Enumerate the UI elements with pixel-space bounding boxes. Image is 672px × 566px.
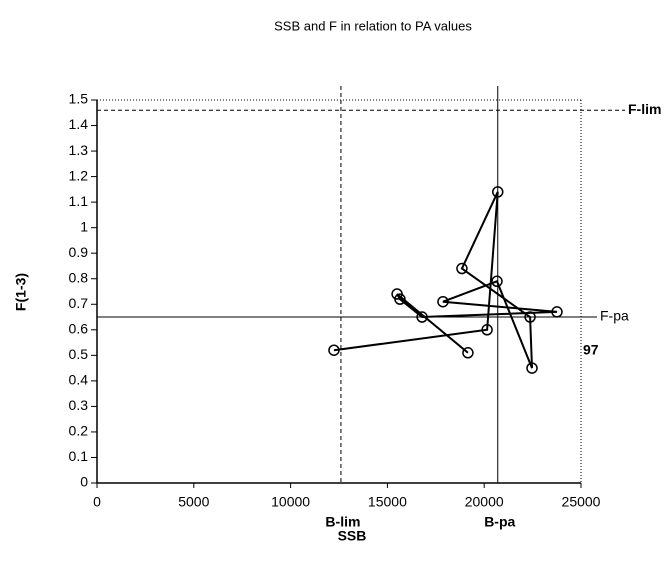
y-tick-label: 1.2 [69,167,89,183]
reference-label: B-pa [484,514,515,530]
data-point [416,311,428,323]
y-tick-label: 0.2 [69,423,89,439]
y-tick-label: 0.6 [69,321,89,337]
y-tick-label: 1 [80,218,88,234]
data-point [551,306,563,318]
data-point [491,275,503,288]
y-tick-label: 1.4 [69,116,89,132]
y-tick-label: 0.7 [69,295,89,311]
data-point [524,311,536,323]
x-tick-label: 0 [93,494,101,510]
y-tick-label: 1.1 [69,193,89,209]
reference-label: F-lim [628,101,661,117]
data-point [394,293,406,305]
y-tick-label: 0.4 [69,372,89,388]
data-point [462,347,474,359]
x-tick-label: 5000 [178,494,209,510]
y-tick-label: 0.3 [69,397,89,413]
x-tick-label: 25000 [562,494,601,510]
data-point [481,324,493,336]
data-point [437,295,449,308]
y-tick-label: 0.9 [69,244,89,260]
reference-label: B-lim [325,514,360,530]
y-tick-label: 0.5 [69,346,89,362]
y-tick-label: 0.8 [69,269,89,285]
y-tick-label: 0 [80,474,88,490]
data-point [492,186,504,198]
data-point [328,344,340,356]
reference-label: F-pa [600,308,629,324]
x-tick-label: 15000 [368,494,407,510]
data-point [526,362,538,374]
x-tick-label: 10000 [271,494,310,510]
x-tick-label: 20000 [465,494,504,510]
data-point [456,262,468,275]
series-line [333,191,558,369]
chart-title: SSB and F in relation to PA values [274,18,472,33]
y-tick-label: 1.5 [69,91,89,107]
x-axis-label: SSB [338,528,367,544]
y-axis-label: F(1-3) [13,273,29,311]
y-tick-label: 1.3 [69,142,89,158]
y-tick-label: 0.1 [69,448,89,464]
annotation: 97 [583,342,599,358]
